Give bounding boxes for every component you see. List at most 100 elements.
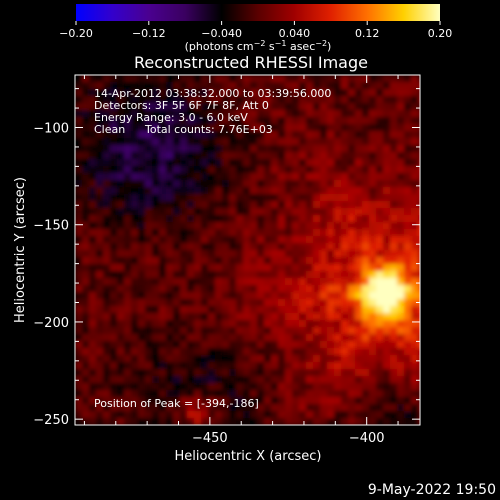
heatmap-cell	[278, 320, 286, 328]
heatmap-cell	[369, 250, 377, 258]
heatmap-cell	[306, 327, 314, 335]
heatmap-cell	[222, 411, 230, 419]
heatmap-cell	[292, 75, 300, 83]
heatmap-cell	[334, 222, 342, 230]
heatmap-cell	[152, 362, 160, 370]
heatmap-cell	[173, 404, 181, 412]
heatmap-cell	[180, 334, 188, 342]
heatmap-cell	[306, 166, 314, 174]
heatmap-cell	[348, 320, 356, 328]
heatmap-cell	[404, 229, 412, 237]
heatmap-cell	[180, 306, 188, 314]
heatmap-cell	[222, 208, 230, 216]
heatmap-cell	[404, 355, 412, 363]
heatmap-cell	[124, 152, 132, 160]
heatmap-cell	[271, 271, 279, 279]
heatmap-cell	[117, 355, 125, 363]
heatmap-cell	[390, 208, 398, 216]
heatmap-cell	[215, 236, 223, 244]
heatmap-cell	[355, 117, 363, 125]
heatmap-cell	[376, 222, 384, 230]
heatmap-cell	[250, 285, 258, 293]
heatmap-cell	[334, 173, 342, 181]
heatmap-cell	[271, 411, 279, 419]
heatmap-cell	[355, 320, 363, 328]
heatmap-cell	[341, 110, 349, 118]
heatmap-cell	[138, 194, 146, 202]
heatmap-cell	[257, 299, 265, 307]
heatmap-cell	[418, 334, 420, 342]
heatmap-cell	[418, 404, 420, 412]
heatmap-cell	[376, 96, 384, 104]
heatmap-cell	[362, 194, 370, 202]
heatmap-cell	[236, 103, 244, 111]
heatmap-cell	[250, 313, 258, 321]
heatmap-cell	[96, 397, 104, 405]
heatmap-cell	[264, 96, 272, 104]
heatmap-cell	[201, 250, 209, 258]
heatmap-cell	[411, 390, 419, 398]
heatmap-cell	[271, 383, 279, 391]
heatmap-cell	[285, 201, 293, 209]
heatmap-cell	[180, 390, 188, 398]
heatmap-cell	[306, 187, 314, 195]
heatmap-cell	[138, 334, 146, 342]
heatmap-cell	[271, 201, 279, 209]
heatmap-cell	[355, 348, 363, 356]
heatmap-cell	[201, 145, 209, 153]
heatmap-cell	[292, 173, 300, 181]
heatmap-cell	[89, 180, 97, 188]
heatmap-cell	[376, 131, 384, 139]
heatmap-cell	[299, 369, 307, 377]
heatmap-cell	[271, 194, 279, 202]
heatmap-cell	[355, 96, 363, 104]
heatmap-cell	[110, 201, 118, 209]
heatmap-cell	[362, 75, 370, 83]
heatmap-cell	[369, 257, 377, 265]
heatmap-cell	[306, 82, 314, 90]
heatmap-cell	[82, 299, 90, 307]
heatmap-cell	[390, 334, 398, 342]
heatmap-cell	[187, 278, 195, 286]
render-timestamp: 9-May-2022 19:50	[367, 482, 496, 498]
heatmap-cell	[334, 299, 342, 307]
heatmap-cell	[229, 159, 237, 167]
heatmap-cell	[187, 208, 195, 216]
heatmap-cell	[348, 152, 356, 160]
heatmap-cell	[250, 243, 258, 251]
heatmap-cell	[369, 278, 377, 286]
heatmap-cell	[152, 187, 160, 195]
heatmap-cell	[250, 208, 258, 216]
heatmap-cell	[390, 229, 398, 237]
heatmap-cell	[152, 229, 160, 237]
heatmap-cell	[180, 103, 188, 111]
heatmap-cell	[89, 257, 97, 265]
heatmap-cell	[103, 110, 111, 118]
heatmap-cell	[362, 376, 370, 384]
heatmap-cell	[285, 236, 293, 244]
heatmap-cell	[271, 313, 279, 321]
heatmap-cell	[348, 257, 356, 265]
heatmap-cell	[334, 138, 342, 146]
heatmap-cell	[75, 187, 83, 195]
heatmap-cell	[89, 355, 97, 363]
heatmap-cell	[117, 327, 125, 335]
heatmap-cell	[390, 243, 398, 251]
heatmap-cell	[369, 229, 377, 237]
heatmap-cell	[327, 320, 335, 328]
heatmap-cell	[103, 320, 111, 328]
heatmap-cell	[103, 215, 111, 223]
heatmap-cell	[278, 215, 286, 223]
heatmap-cell	[334, 208, 342, 216]
heatmap-cell	[362, 397, 370, 405]
heatmap-cell	[362, 131, 370, 139]
heatmap-cell	[306, 257, 314, 265]
heatmap-cell	[306, 355, 314, 363]
heatmap-cell	[299, 138, 307, 146]
heatmap-cell	[271, 89, 279, 97]
heatmap-cell	[124, 201, 132, 209]
heatmap-cell	[243, 271, 251, 279]
heatmap-cell	[348, 348, 356, 356]
heatmap-cell	[285, 110, 293, 118]
heatmap-cell	[250, 159, 258, 167]
